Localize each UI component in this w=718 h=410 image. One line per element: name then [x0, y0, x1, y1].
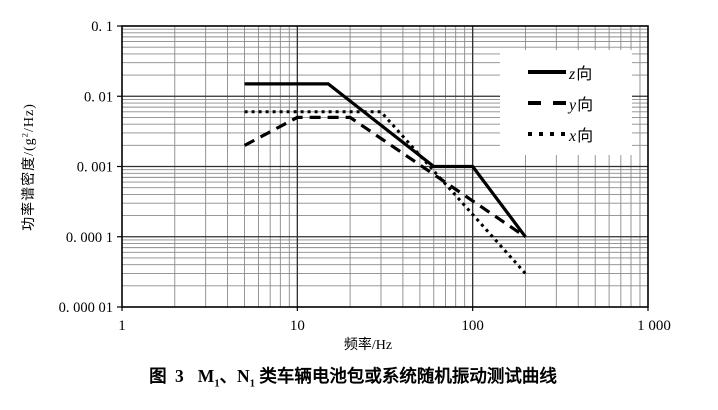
legend: z向 y向 x向	[500, 50, 632, 155]
legend-z-label: z向	[569, 65, 593, 83]
legend-y-label: y向	[569, 96, 594, 114]
y-tick-label: 0. 01	[84, 89, 113, 105]
series-z-line	[244, 82, 527, 238]
legend-item-y: y向	[528, 87, 632, 118]
y-tick-label: 0. 000 1	[66, 230, 113, 246]
caption-text-rest: 类车辆电池包或系统随机振动测试曲线	[254, 366, 557, 386]
x-tick-label: 10	[290, 318, 305, 334]
legend-x-label: x向	[569, 127, 594, 145]
legend-z-solid-line-sample	[528, 69, 566, 74]
y-axis-title-unit: /Hz)	[22, 103, 37, 132]
y-axis-title-text: 功率谱密度/(g	[22, 137, 37, 231]
y-tick-label: 0. 1	[91, 19, 113, 35]
y-axis-title: 功率谱密度/(g2/Hz)	[18, 103, 38, 231]
caption-text-m: M	[197, 366, 215, 386]
y-axis-title-superscript: 2	[19, 131, 30, 138]
caption-text-n: 、N	[219, 366, 250, 386]
legend-x-dotted-line-sample	[528, 131, 566, 136]
figure-number: 图 3	[149, 366, 186, 386]
y-tick-label: 0. 000 01	[59, 300, 113, 316]
legend-y-dashed-line-sample	[528, 100, 566, 105]
x-tick-label: 1 000	[637, 318, 671, 334]
legend-item-x: x向	[528, 118, 632, 149]
series-x-line	[244, 110, 527, 275]
x-axis-title: 频率/Hz	[343, 338, 393, 353]
figure-caption: 图 3 M1、N1 类车辆电池包或系统随机振动测试曲线	[149, 366, 557, 390]
y-tick-label: 0. 001	[77, 160, 113, 176]
series-y-line	[243, 115, 527, 239]
x-tick-label: 100	[461, 318, 484, 334]
x-tick-label: 1	[118, 318, 126, 334]
legend-item-z: z向	[528, 56, 632, 87]
